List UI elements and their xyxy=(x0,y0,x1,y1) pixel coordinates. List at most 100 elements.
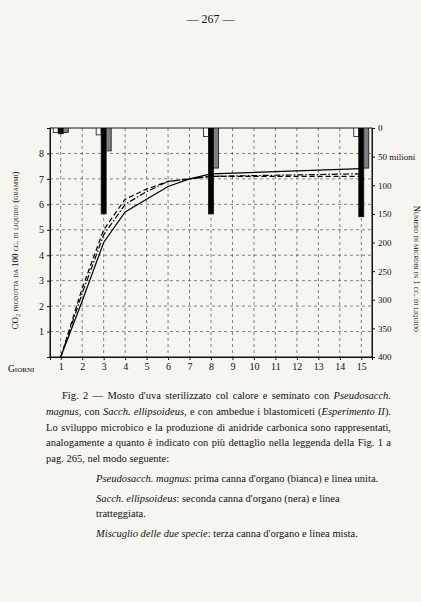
tick-mark xyxy=(47,281,50,282)
tick: 6 xyxy=(166,357,171,372)
tick: 3 xyxy=(102,357,107,372)
tick-mark xyxy=(47,204,50,205)
caption-text: , e con ambedue i blastomiceti ( xyxy=(184,406,322,417)
tick-mark xyxy=(372,271,375,272)
plot-area xyxy=(53,128,369,357)
bar xyxy=(63,128,68,133)
tick: 5 xyxy=(39,224,50,235)
caption-text: , con xyxy=(79,406,103,417)
tick: 50 milioni xyxy=(372,152,416,162)
tick-mark xyxy=(297,357,298,360)
tick-label: 3 xyxy=(102,361,107,372)
grid-line xyxy=(318,128,319,357)
tick-mark xyxy=(168,357,169,360)
tick-label: 4 xyxy=(39,250,44,261)
tick-mark xyxy=(361,357,362,360)
legend-name: Pseudosacch. magnus xyxy=(96,473,189,484)
tick: 4 xyxy=(39,250,50,261)
tick-mark xyxy=(47,153,50,154)
tick-label: 1 xyxy=(59,361,64,372)
tick-mark xyxy=(318,357,319,360)
tick-mark xyxy=(47,255,50,256)
caption-text: Sacch. ellipsoideus xyxy=(103,406,184,417)
tick: 11 xyxy=(271,357,281,372)
tick-label: 5 xyxy=(39,224,44,235)
tick: 1 xyxy=(59,357,64,372)
tick: 13 xyxy=(314,357,324,372)
grid-line xyxy=(339,128,340,357)
tick: 9 xyxy=(230,357,235,372)
tick-mark xyxy=(125,357,126,360)
tick-label: 8 xyxy=(39,148,44,159)
bar xyxy=(359,128,364,217)
grid-line xyxy=(146,128,147,357)
tick-mark xyxy=(47,179,50,180)
tick: 5 xyxy=(145,357,150,372)
tick-label: 15 xyxy=(357,361,367,372)
grid xyxy=(50,128,372,357)
tick-label: 9 xyxy=(230,361,235,372)
tick-label: 300 xyxy=(378,295,392,305)
tick-mark xyxy=(372,328,375,329)
bar xyxy=(364,128,369,168)
tick-label: 100 xyxy=(378,181,392,191)
tick-label: 2 xyxy=(80,361,85,372)
grid-line xyxy=(275,128,276,357)
tick: 350 xyxy=(372,324,392,334)
tick-mark xyxy=(372,357,375,358)
axis-line xyxy=(47,129,51,358)
caption: Fig. 2 — Mosto d'uva sterilizzato col ca… xyxy=(46,388,391,542)
tick: 6 xyxy=(39,199,50,210)
tick-mark xyxy=(61,357,62,360)
bar xyxy=(101,128,106,214)
tick-label: 200 xyxy=(378,238,392,248)
tick-label: 14 xyxy=(335,361,345,372)
tick-label: 6 xyxy=(166,361,171,372)
grid-line xyxy=(50,229,372,230)
caption-paragraph: Fig. 2 — Mosto d'uva sterilizzato col ca… xyxy=(46,388,391,467)
tick: 8 xyxy=(209,357,214,372)
grid-line xyxy=(168,128,169,357)
tick-label: 3 xyxy=(39,275,44,286)
tick-label: 13 xyxy=(314,361,324,372)
legend-text: : prima canna d'organo (bianca) e linea … xyxy=(189,473,378,484)
tick-label: 1 xyxy=(39,326,44,337)
tick-label: 150 xyxy=(378,209,392,219)
grid-line xyxy=(60,128,61,357)
caption-text: Fig. 2 — Mosto d'uva sterilizzato col ca… xyxy=(62,390,334,401)
tick-mark xyxy=(372,128,375,129)
tick-label: 7 xyxy=(39,174,44,185)
x-axis-title: Giorni xyxy=(8,364,35,374)
tick-mark xyxy=(372,157,375,158)
caption-legend: Miscuglio delle due specie: terza canna … xyxy=(46,526,391,542)
bar xyxy=(214,128,219,168)
tick-label: 12 xyxy=(292,361,302,372)
tick-label: 0 xyxy=(378,123,383,133)
tick: 4 xyxy=(123,357,128,372)
tick-label: 11 xyxy=(271,361,281,372)
tick: 200 xyxy=(372,238,392,248)
tick-mark xyxy=(147,357,148,360)
legend-text: : terza canna d'organo e linea mista. xyxy=(208,528,358,539)
tick: 7 xyxy=(188,357,193,372)
tick-label: 400 xyxy=(378,352,392,362)
page-number: — 267 — xyxy=(0,12,421,27)
tick: 2 xyxy=(39,301,50,312)
plot-frame xyxy=(50,128,372,357)
bar xyxy=(96,128,101,135)
tick: 250 xyxy=(372,267,392,277)
grid-line xyxy=(232,128,233,357)
bar xyxy=(354,128,359,137)
tick: 400 xyxy=(372,352,392,362)
grid-line xyxy=(50,280,372,281)
tick-mark xyxy=(47,230,50,231)
axis-line xyxy=(373,129,376,358)
tick: 7 xyxy=(39,174,50,185)
y-axis-title: CO₂ prodotta da 100 cc. di liquido (gram… xyxy=(10,172,20,330)
tick: 14 xyxy=(335,357,345,372)
tick: 0 xyxy=(372,123,383,133)
tick-mark xyxy=(232,357,233,360)
tick-mark xyxy=(104,357,105,360)
tick-mark xyxy=(190,357,191,360)
tick-mark xyxy=(211,357,212,360)
